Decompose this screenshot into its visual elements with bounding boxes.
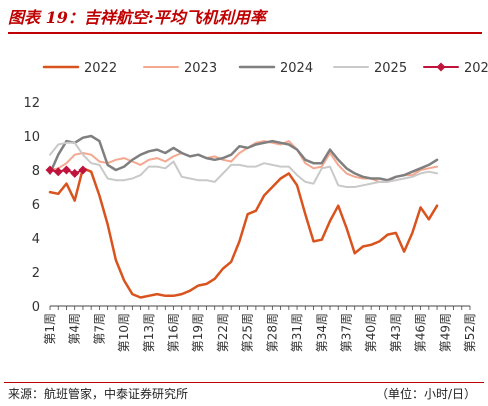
series-line-2024 xyxy=(48,134,439,182)
x-tick-label: 第34周 xyxy=(315,313,329,352)
legend-label: 2022 xyxy=(84,61,117,76)
y-tick-label: 0 xyxy=(32,300,40,315)
chart-title: 图表 19：吉祥航空:平均飞机利用率 xyxy=(8,4,482,34)
legend-item-2024: 2024 xyxy=(238,61,313,76)
series-line-2025 xyxy=(49,141,439,188)
legend-item-2022: 2022 xyxy=(42,61,117,76)
unit-note: （单位：小时/日） xyxy=(375,387,476,401)
x-tick-label: 第37周 xyxy=(339,313,353,352)
x-tick-label: 第4周 xyxy=(68,313,82,345)
y-tick-label: 2 xyxy=(32,266,40,281)
y-tick-label: 4 xyxy=(32,232,40,247)
x-tick-label: 第28周 xyxy=(265,313,279,352)
legend-marker xyxy=(436,62,446,72)
y-tick-label: 10 xyxy=(23,130,40,145)
data-point-2026 xyxy=(45,165,55,175)
x-tick-label: 第19周 xyxy=(191,313,205,352)
plot-area xyxy=(45,134,439,299)
y-tick-label: 12 xyxy=(23,96,40,111)
legend-item-2025: 2025 xyxy=(333,61,407,76)
x-tick-label: 第22周 xyxy=(216,313,230,352)
legend-label: 2023 xyxy=(184,61,217,76)
data-point-2026 xyxy=(61,165,71,175)
x-tick-label: 第52周 xyxy=(463,313,477,352)
x-axis: 第1周 第4周 第7周 第10周 第13周 第16周 第19周 第22周 第25周 第28周 第31… xyxy=(43,305,477,352)
legend-label: 2024 xyxy=(280,61,313,76)
x-tick-label: 第1周 xyxy=(43,313,57,345)
x-tick-label: 第31周 xyxy=(290,313,304,352)
legend-item-2023: 2023 xyxy=(143,61,217,76)
y-tick-label: 8 xyxy=(32,164,40,179)
source-note: 来源：航班管家，中泰证券研究所 xyxy=(8,387,189,401)
x-tick-label: 第40周 xyxy=(364,313,378,352)
data-point-2026 xyxy=(78,165,88,175)
x-tick-label: 第16周 xyxy=(167,313,181,352)
x-tick-label: 第25周 xyxy=(241,313,255,352)
x-tick-label: 第13周 xyxy=(142,313,156,352)
legend-label: 2025 xyxy=(374,61,407,76)
x-tick-label: 第7周 xyxy=(92,313,106,345)
line-chart: 2022 2023 2024 2025 2026 0 2 4 6 8 10 12 第1周第4周第7周… xyxy=(23,61,488,352)
y-axis: 0 2 4 6 8 10 12 xyxy=(23,96,40,315)
data-point-2026 xyxy=(70,168,80,178)
chart-legend: 2022 2023 2024 2025 2026 xyxy=(42,61,488,76)
y-tick-label: 6 xyxy=(32,198,40,213)
x-tick-label: 第46周 xyxy=(414,313,428,352)
legend-label: 2026 xyxy=(464,61,488,76)
series-line-2022 xyxy=(48,167,439,299)
chart-footer: 来源：航班管家，中泰证券研究所 （单位：小时/日） xyxy=(4,382,484,405)
data-point-2026 xyxy=(53,167,63,177)
x-tick-label: 第43周 xyxy=(389,313,403,352)
x-tick-label: 第49周 xyxy=(438,313,452,352)
legend-item-2026: 2026 xyxy=(423,61,488,76)
x-tick-label: 第10周 xyxy=(117,313,131,352)
